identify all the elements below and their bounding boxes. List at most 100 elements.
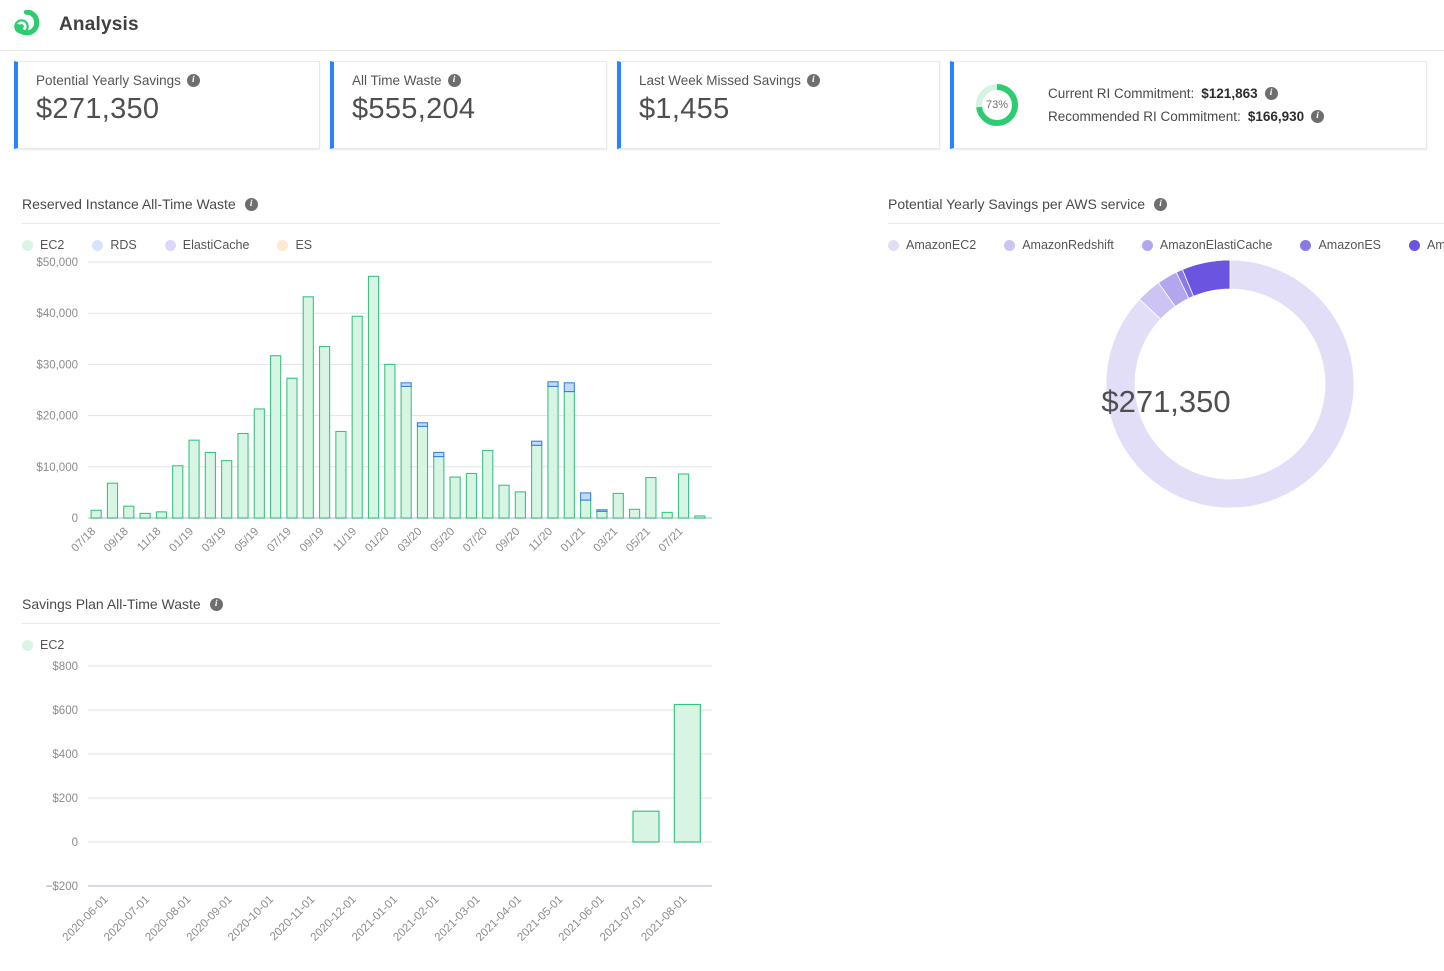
bar-segment[interactable] [335, 430, 347, 519]
bar-segment[interactable] [416, 422, 429, 427]
y-axis-tick-label: $20,000 [36, 411, 78, 423]
info-icon[interactable]: i [209, 597, 223, 611]
bar-segment[interactable] [106, 482, 119, 519]
info-icon[interactable]: i [447, 74, 461, 87]
legend-item-amazonec2[interactable]: AmazonEC2 [888, 238, 976, 252]
legend-label: AmazonRDS [1427, 238, 1444, 252]
legend-item-amazonredshift[interactable]: AmazonRedshift [1004, 238, 1114, 252]
bar-segment[interactable] [253, 408, 265, 519]
info-icon[interactable]: i [1311, 110, 1325, 123]
bar-segment[interactable] [694, 515, 706, 519]
bar-segment[interactable] [155, 511, 168, 519]
bar-segment[interactable] [400, 382, 412, 387]
bar-segment[interactable] [351, 315, 363, 519]
bar-segment[interactable] [449, 476, 461, 519]
bar-segment[interactable] [632, 810, 660, 843]
bar-segment[interactable] [596, 509, 608, 512]
kpi-value: $271,350 [36, 93, 160, 125]
legend-color-dot [22, 239, 33, 251]
bar-segment[interactable] [433, 451, 445, 458]
bar-segment[interactable] [204, 451, 216, 519]
chart-legend: EC2 RDS ElastiCache ES [22, 224, 720, 252]
legend-color-dot [1141, 239, 1153, 251]
bar-segment[interactable] [498, 484, 510, 519]
kpi-label-text: All Time Waste [352, 73, 442, 88]
savings-plan-waste-panel: Savings Plan All-Time Waste i EC2 −$200 0… [22, 596, 720, 957]
bar-segment[interactable] [661, 511, 673, 519]
bar-segment[interactable] [400, 385, 412, 519]
bar-segment[interactable] [123, 505, 135, 519]
legend-item-elasticache[interactable]: ElastiCache [164, 238, 249, 252]
info-icon[interactable]: i [1154, 197, 1168, 211]
y-axis-tick-label: $10,000 [36, 462, 78, 474]
bar-segment[interactable] [139, 512, 151, 519]
x-axis-tick-label: 05/19 [233, 526, 262, 552]
bar-segment[interactable] [580, 492, 592, 501]
legend-color-dot [92, 239, 104, 251]
bar-segment[interactable] [318, 345, 331, 519]
bar-segment[interactable] [237, 432, 249, 519]
bar-segment[interactable] [90, 509, 102, 519]
bar-segment[interactable] [563, 390, 575, 519]
ri-waste-bar-chart[interactable]: $50,000$40,000$30,000$20,000$10,000007/1… [22, 252, 720, 554]
info-icon[interactable]: i [244, 197, 258, 211]
bar-segment[interactable] [531, 444, 543, 519]
bar-segment[interactable] [302, 296, 314, 519]
legend-color-dot [22, 639, 33, 651]
kpi-card-potential-yearly-savings[interactable]: Potential Yearly Savings i $271,350 [14, 61, 320, 149]
bar-segment[interactable] [270, 355, 282, 519]
bar-segment[interactable] [531, 440, 543, 446]
bar-segment[interactable] [384, 363, 396, 519]
legend-item-amazonelasticache[interactable]: AmazonElastiCache [1141, 238, 1273, 252]
donut-slice[interactable] [1105, 259, 1355, 509]
bar-segment[interactable] [673, 703, 701, 843]
legend-item-amazones[interactable]: AmazonES [1300, 238, 1381, 252]
panel-title: Savings Plan All-Time Waste i [22, 596, 720, 612]
bar-segment[interactable] [580, 499, 592, 519]
savings-donut-chart[interactable] [888, 252, 1444, 552]
bar-segment[interactable] [465, 472, 478, 519]
bar-segment[interactable] [172, 465, 184, 519]
legend-item-ec2[interactable]: EC2 [22, 238, 64, 252]
info-icon[interactable]: i [806, 74, 820, 87]
bar-segment[interactable] [677, 473, 690, 519]
kpi-card-last-week-missed-savings[interactable]: Last Week Missed Savings i $1,455 [617, 61, 940, 149]
legend-item-rds[interactable]: RDS [92, 238, 137, 252]
bar-segment[interactable] [433, 456, 445, 519]
info-icon[interactable]: i [1264, 87, 1278, 100]
legend-item-ec2[interactable]: EC2 [22, 638, 64, 652]
bar-segment[interactable] [367, 275, 380, 519]
legend-item-amazonrds[interactable]: AmazonRDS [1409, 238, 1444, 252]
recommended-ri-commitment-value: $166,930 [1247, 109, 1305, 124]
spiral-logo-icon [10, 9, 40, 40]
donut-slice[interactable] [1181, 259, 1231, 297]
divider [888, 223, 1444, 224]
bar-segment[interactable] [596, 510, 608, 519]
kpi-card-ri-commitment[interactable]: 73% Current RI Commitment: $121,863 i Re… [950, 61, 1427, 149]
bar-segment[interactable] [286, 377, 298, 519]
x-axis-tick-label: 11/19 [331, 526, 359, 552]
bar-segment[interactable] [514, 491, 526, 519]
bar-segment[interactable] [547, 381, 559, 387]
legend-label: EC2 [40, 238, 65, 252]
bar-segment[interactable] [628, 508, 641, 519]
bar-segment[interactable] [188, 439, 200, 519]
kpi-label-text: Last Week Missed Savings [639, 73, 801, 88]
bar-segment[interactable] [563, 382, 575, 393]
legend-label: AmazonElastiCache [1159, 238, 1273, 252]
bar-segment[interactable] [645, 477, 657, 519]
kpi-label: All Time Waste i [352, 73, 592, 88]
bar-segment[interactable] [416, 425, 429, 519]
legend-item-es[interactable]: ES [277, 238, 312, 252]
bar-segment[interactable] [612, 492, 624, 519]
legend-label: RDS [110, 238, 137, 252]
x-axis-tick-label: 11/18 [135, 526, 163, 552]
bar-segment[interactable] [547, 385, 559, 519]
info-icon[interactable]: i [186, 74, 200, 87]
gauge-percent-label: 73% [985, 99, 1009, 111]
bar-segment[interactable] [221, 460, 233, 519]
savings-plan-bar-chart[interactable]: −$2000$200$400$600$8002020-06-012020-07-… [22, 652, 720, 952]
legend-label: ES [295, 238, 313, 252]
kpi-card-all-time-waste[interactable]: All Time Waste i $555,204 [330, 61, 607, 149]
bar-segment[interactable] [482, 449, 494, 519]
